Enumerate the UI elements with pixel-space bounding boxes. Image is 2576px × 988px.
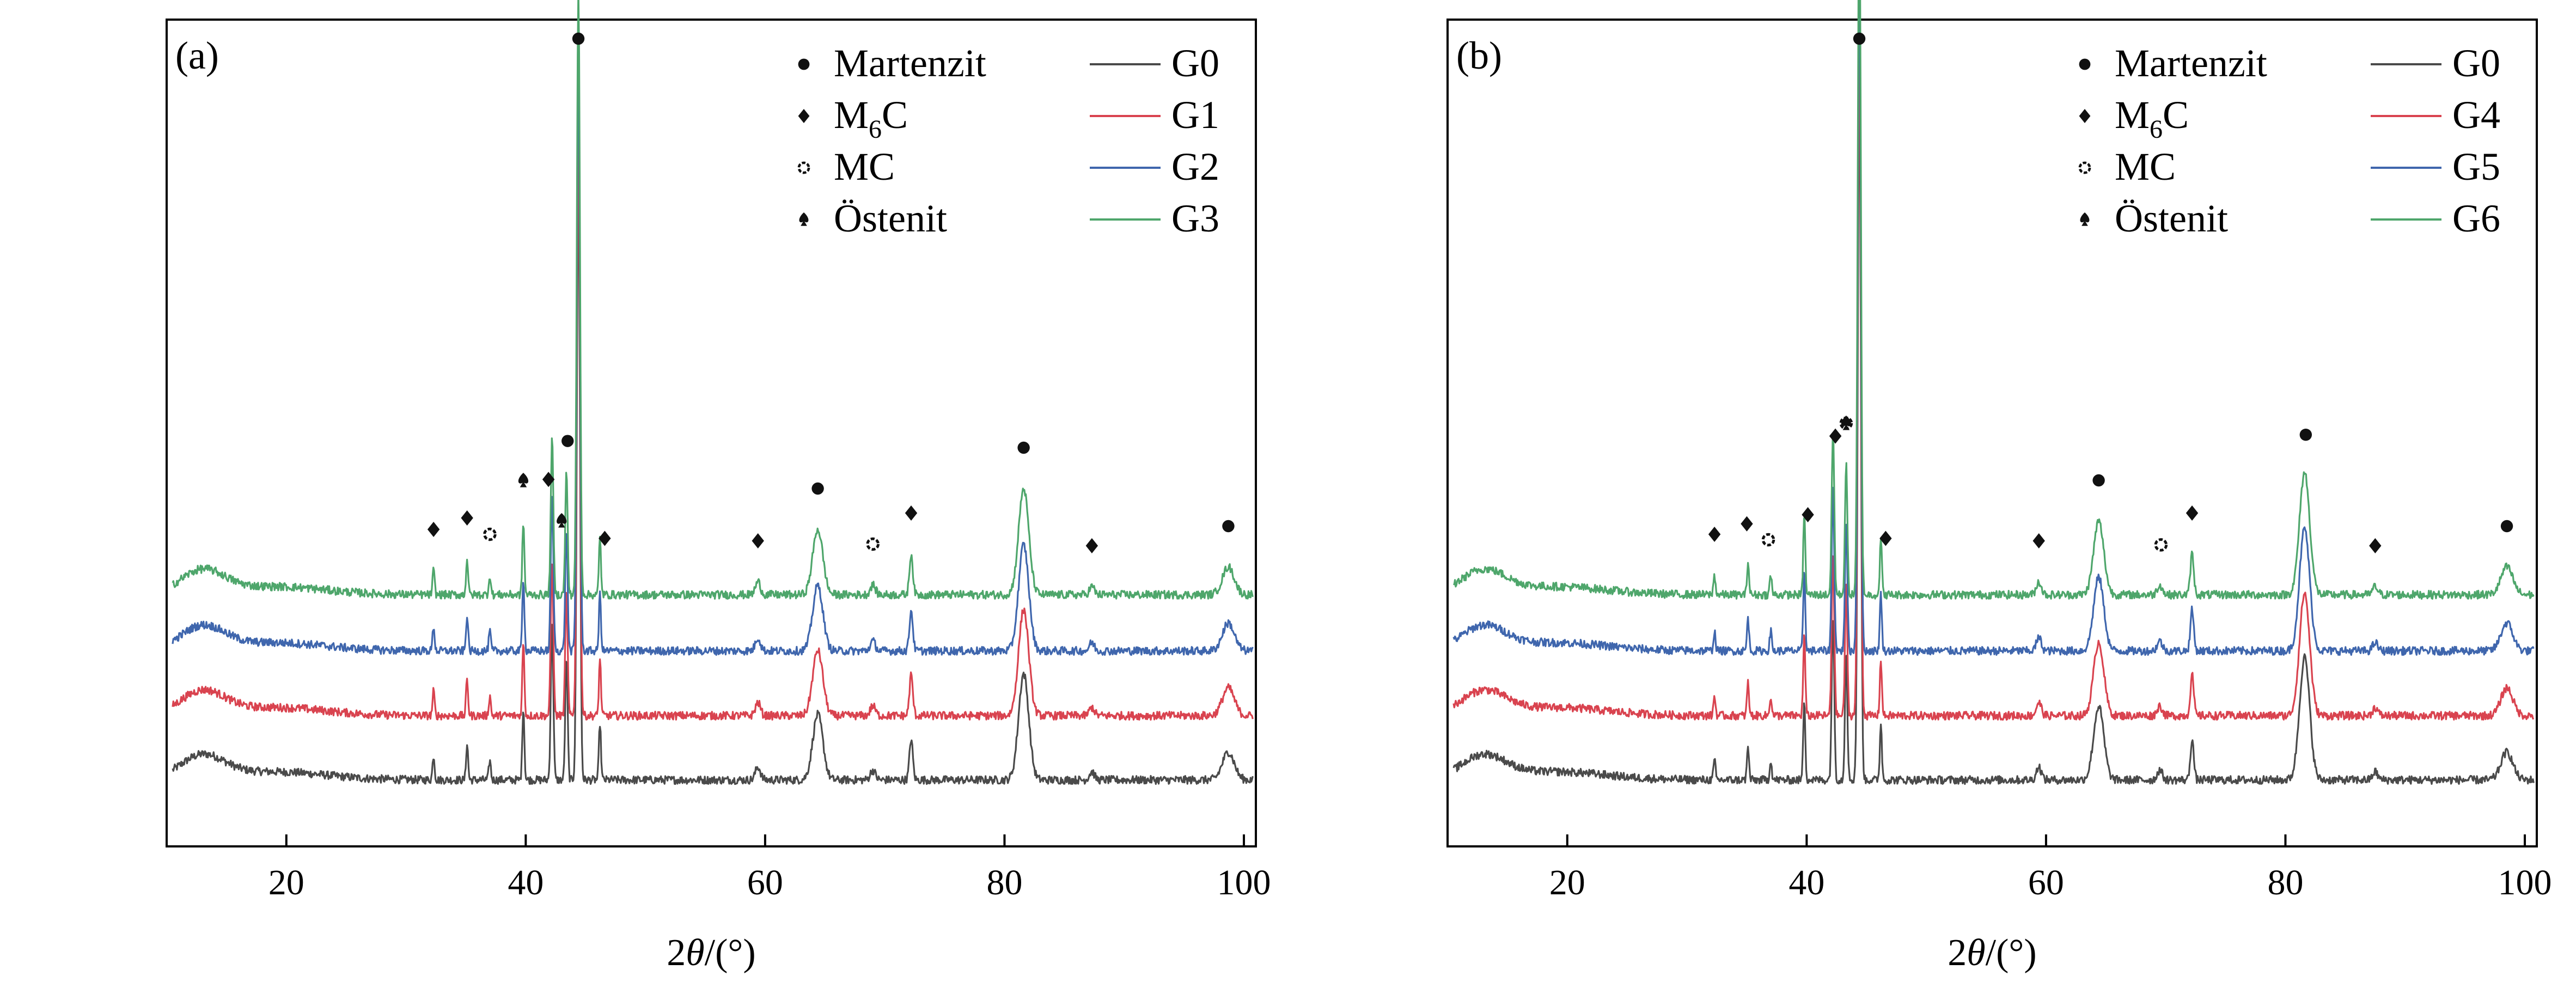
phase-marker-östenit [518,473,529,487]
legend-m6c-label: M6C [834,93,908,144]
legend-m6c-sub: 6 [2150,115,2163,144]
phase-marker-martenzit [561,435,574,447]
phase-marker-m6c [1829,428,1842,444]
legend-östenit-label: Östenit [834,197,947,240]
phase-marker-m6c [1802,507,1814,523]
x-axis-label-var: θ [1967,932,1985,974]
legend-m6c-marker [2079,109,2091,123]
legend-g4-label: G4 [2452,93,2500,137]
phase-marker-martenzit [2299,428,2312,441]
series-line-g0 [1452,78,2535,785]
phase-marker-martenzit [1853,32,1866,45]
series-line-g4 [1452,10,2535,721]
x-axis-label: 2θ/(°) [667,932,755,974]
phase-marker-martenzit [2092,474,2105,487]
phase-marker-martenzit [1017,441,1030,454]
x-tick-label: 100 [1217,863,1271,902]
legend-m6c-sub: 6 [869,115,882,144]
legend-martenzit-label: Martenzit [834,41,986,85]
legend-m6c-label: M6C [2115,93,2189,144]
series-line-g6 [1452,0,2535,600]
phase-marker-m6c [599,530,611,546]
x-tick-label: 20 [268,863,304,902]
phase-marker-m6c [1879,530,1892,546]
legend-m6c-end: C [882,93,908,137]
legend-m6c-end: C [2163,93,2189,137]
series-line-g2 [172,47,1254,656]
phase-marker-m6c [2032,533,2045,548]
legend-g0-label: G0 [2452,41,2500,85]
x-tick-label: 80 [986,863,1022,902]
phase-marker-mc [2154,538,2168,552]
x-tick-label: 60 [2028,863,2064,902]
legend-g0-label: G0 [1171,41,1219,85]
legend-g6-label: G6 [2452,197,2500,240]
legend-östenit-marker [799,212,809,226]
x-axis-label-prefix: 2 [667,932,686,974]
panel-label: (b) [1456,34,1502,77]
phase-marker-m6c [1085,538,1098,553]
legend-g1-label: G1 [1171,93,1219,137]
phase-marker-m6c [461,510,473,526]
x-tick-label: 40 [1788,863,1824,902]
legend-mc-marker [2078,161,2091,174]
phase-marker-m6c [1708,527,1721,542]
legend-östenit-marker [2080,212,2090,226]
legend-m6c-marker [798,109,810,123]
x-tick-label: 100 [2498,863,2552,902]
x-axis-label-var: θ [686,932,704,974]
panel-label: (a) [175,34,219,77]
x-axis-label-prefix: 2 [1948,932,1967,974]
legend-mc-marker [797,161,810,174]
x-tick-label: 40 [508,863,544,902]
phase-marker-martenzit [811,482,824,495]
x-axis-label-unit: /(°) [1986,932,2037,974]
phase-marker-östenit [557,513,567,528]
phase-marker-m6c [1741,516,1753,532]
x-axis-label-unit: /(°) [705,932,756,974]
legend-m6c-main: M [834,93,869,137]
phase-marker-östenit [1841,416,1852,430]
x-axis-label: 2θ/(°) [1948,932,2036,974]
phase-marker-m6c [752,533,764,548]
series-line-g1 [172,113,1254,721]
phase-marker-m6c [2369,538,2382,553]
series-line-g0 [172,176,1254,785]
phase-marker-mc [1761,533,1775,547]
phase-marker-mc [866,537,880,551]
x-tick-label: 80 [2267,863,2303,902]
legend-mc-label: MC [2115,145,2176,188]
plot-frame [166,19,1257,847]
series-line-g3 [172,0,1254,600]
phase-marker-m6c [905,505,918,521]
x-tick-label: 60 [747,863,783,902]
legend-g3-label: G3 [1171,197,1219,240]
legend-m6c-main: M [2115,93,2150,137]
phase-marker-m6c [2186,505,2199,521]
phase-marker-martenzit [1222,520,1235,533]
phase-marker-mc [1839,416,1853,430]
plot-frame [1446,19,2538,847]
phase-marker-martenzit [572,32,585,45]
x-tick-label: 20 [1549,863,1585,902]
legend-martenzit-marker [2079,58,2091,70]
legend-g2-label: G2 [1171,145,1219,188]
phase-marker-mc [483,527,497,541]
legend-martenzit-marker [798,58,810,70]
series-line-g5 [1452,0,2535,656]
phase-marker-m6c [427,522,440,537]
phase-marker-martenzit [2500,520,2513,533]
legend-martenzit-label: Martenzit [2115,41,2267,85]
phase-marker-m6c [542,472,555,487]
legend-g5-label: G5 [2452,145,2500,188]
legend-östenit-label: Östenit [2115,197,2228,240]
legend-mc-label: MC [834,145,895,188]
